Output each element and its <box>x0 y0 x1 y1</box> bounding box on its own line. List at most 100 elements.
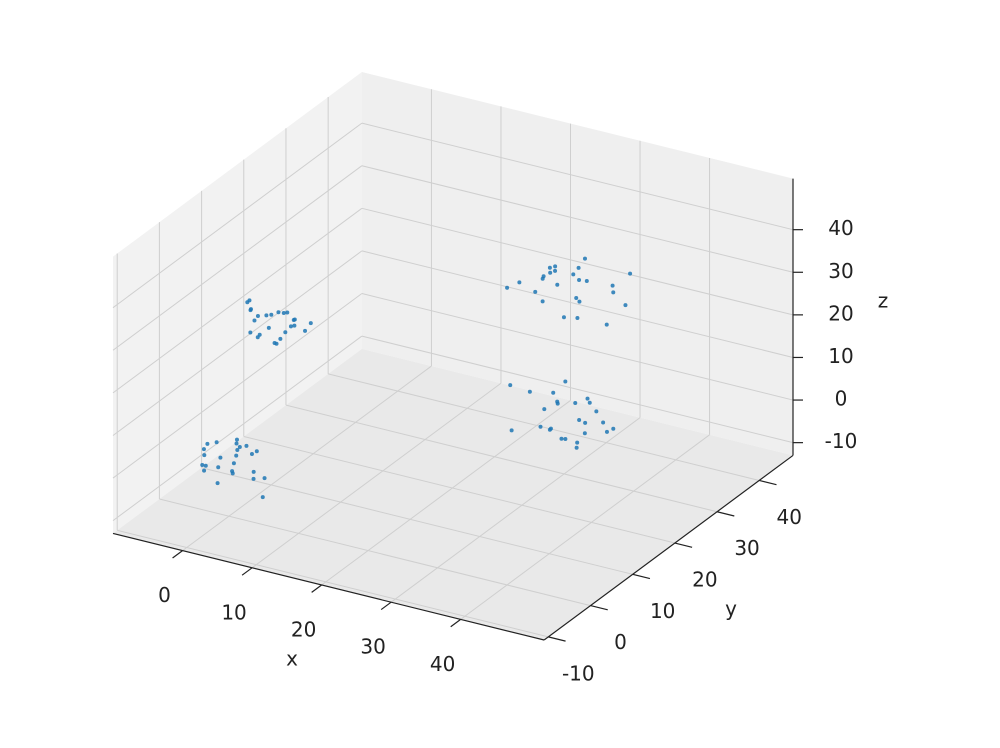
grid-line <box>361 165 794 273</box>
grid-line <box>361 122 794 231</box>
point <box>604 322 609 327</box>
y-tick-label: 30 <box>734 536 759 560</box>
point <box>517 280 522 285</box>
x-axis-line <box>112 532 545 641</box>
point <box>249 452 254 457</box>
point <box>604 429 609 434</box>
point <box>505 285 510 290</box>
point <box>234 437 239 442</box>
point <box>245 300 250 305</box>
y-tick-mark <box>548 636 566 642</box>
point <box>214 440 219 445</box>
grid-line <box>361 335 794 444</box>
point <box>264 313 269 318</box>
z-tick-label: 0 <box>835 387 848 411</box>
point <box>575 440 580 445</box>
point <box>248 308 253 313</box>
y-axis-label: y <box>725 597 737 621</box>
point <box>218 455 223 460</box>
grid-line <box>112 122 363 309</box>
point <box>576 265 581 270</box>
point <box>292 323 297 328</box>
point <box>252 318 257 323</box>
point <box>582 431 587 436</box>
z-tick-label: 10 <box>828 344 853 368</box>
point <box>308 321 313 326</box>
point <box>548 270 553 275</box>
point <box>583 420 588 425</box>
point <box>542 407 547 412</box>
point <box>255 314 260 319</box>
grid-line <box>251 382 502 569</box>
x-tick-mark <box>380 601 392 611</box>
point <box>283 330 288 335</box>
point <box>231 461 236 466</box>
point <box>547 265 552 270</box>
point <box>303 328 308 333</box>
point <box>234 453 239 458</box>
point <box>547 427 552 432</box>
grid-line <box>112 250 363 436</box>
x-tick-label: 40 <box>430 652 455 676</box>
point <box>205 441 210 446</box>
point <box>628 271 633 276</box>
grid-line <box>112 207 363 394</box>
z-tick-label: -10 <box>825 429 858 453</box>
point <box>260 495 265 500</box>
point <box>575 316 580 321</box>
point <box>234 441 239 446</box>
point <box>555 401 560 406</box>
point <box>230 469 235 474</box>
point <box>202 453 207 458</box>
grid-line <box>112 293 363 479</box>
point <box>262 476 267 481</box>
point <box>266 325 271 330</box>
y-tick-label: -10 <box>562 661 595 685</box>
point <box>201 447 206 452</box>
point <box>269 312 274 317</box>
point <box>272 340 277 345</box>
point <box>594 409 599 414</box>
grid-line <box>112 335 363 522</box>
point <box>555 282 560 287</box>
point <box>559 436 564 441</box>
y-tick-mark <box>674 542 693 548</box>
point <box>563 379 568 384</box>
x-tick-label: 30 <box>360 635 385 659</box>
point <box>577 418 582 423</box>
x-tick-label: 0 <box>158 583 171 607</box>
point <box>255 335 260 340</box>
pane-z <box>113 348 793 640</box>
point <box>276 310 281 315</box>
point <box>611 290 616 295</box>
point <box>573 401 578 406</box>
grid-line <box>328 373 760 481</box>
y-tick-mark <box>590 605 608 611</box>
point <box>561 315 566 320</box>
point <box>254 449 259 454</box>
grid-line <box>321 400 571 586</box>
y-tick-label: 0 <box>614 630 627 654</box>
point <box>533 289 538 294</box>
point <box>281 311 286 316</box>
point <box>553 264 558 269</box>
point <box>237 445 242 450</box>
z-tick-label: 30 <box>828 259 853 283</box>
point <box>623 303 628 308</box>
point <box>563 436 568 441</box>
point <box>251 469 256 474</box>
point <box>577 278 582 283</box>
point <box>244 443 249 448</box>
point <box>509 428 514 433</box>
z-axis-label: z <box>878 289 889 313</box>
y-tick-label: 40 <box>777 505 802 529</box>
grid-line <box>460 434 710 620</box>
point <box>292 317 297 322</box>
grid-line <box>243 435 675 544</box>
grid-line <box>361 293 794 401</box>
point <box>508 383 513 388</box>
point <box>571 272 576 277</box>
point <box>585 396 590 401</box>
point <box>216 465 221 470</box>
point <box>601 420 606 425</box>
